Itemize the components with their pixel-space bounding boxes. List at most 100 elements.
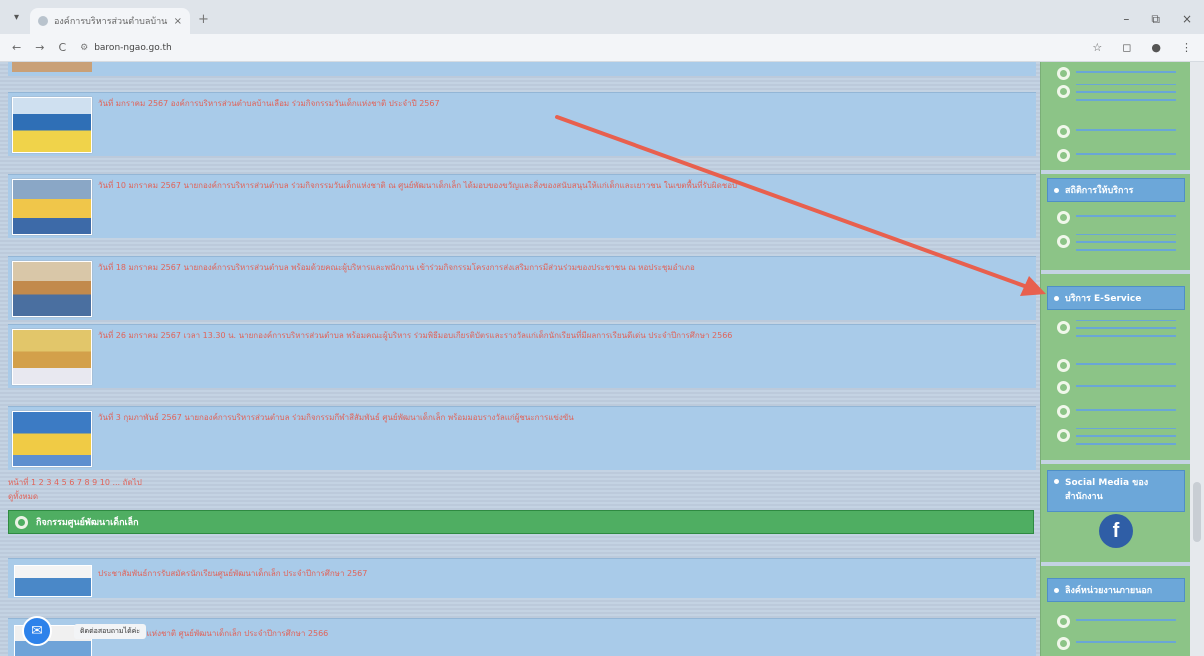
sidebar-header-social: Social Media ของสำนักงาน	[1047, 470, 1185, 512]
bullet-icon	[1054, 587, 1059, 593]
ring-bullet-icon	[1057, 637, 1070, 650]
ring-bullet-icon	[1057, 615, 1070, 628]
sidebar-header-eservice: บริการ E-Service	[1047, 286, 1185, 310]
news-thumbnail[interactable]	[12, 329, 92, 385]
sidebar-link-label	[1076, 320, 1176, 340]
sidebar-header-external-links: ลิงค์หน่วยงานภายนอก	[1047, 578, 1185, 602]
sidebar-link-label	[1076, 428, 1176, 448]
sidebar-divider	[1041, 270, 1191, 274]
view-all-link[interactable]: ดูทั้งหมด	[8, 492, 39, 501]
facebook-icon[interactable]: f	[1099, 514, 1133, 548]
sidebar-link-label	[1076, 124, 1176, 134]
news-row[interactable]: กิจกรรมวันแม่แห่งชาติ ศูนย์พัฒนาเด็กเล็ก…	[8, 618, 1036, 656]
sidebar-header-label: ลิงค์หน่วยงานภายนอก	[1065, 586, 1153, 596]
ring-bullet-icon	[1057, 149, 1070, 162]
sidebar-link-label	[1076, 614, 1176, 624]
window-controls: – ⧉ ×	[1123, 12, 1192, 27]
close-window-icon[interactable]: ×	[1181, 12, 1192, 26]
news-link[interactable]: วันที่ 10 มกราคม 2567 นายกองค์การบริหารส…	[98, 181, 738, 190]
minimize-icon[interactable]: –	[1123, 12, 1130, 26]
ring-bullet-icon	[1057, 321, 1070, 334]
ring-bullet-icon	[1057, 125, 1070, 138]
sidebar-link[interactable]	[1057, 210, 1176, 224]
news-thumbnail[interactable]	[12, 97, 92, 153]
scrollbar-thumb[interactable]	[1193, 482, 1201, 542]
pagination[interactable]: หน้าที่ 1 2 3 4 5 6 7 8 9 10 ... ถัดไป	[8, 478, 142, 487]
news-row-partial	[8, 62, 1036, 76]
sidebar-link[interactable]	[1057, 404, 1176, 418]
new-tab-button[interactable]: +	[198, 12, 209, 27]
sidebar-link-label	[1076, 84, 1176, 104]
news-row[interactable]: วันที่ 10 มกราคม 2567 นายกองค์การบริหารส…	[8, 174, 1036, 238]
sidebar-link[interactable]	[1057, 358, 1176, 372]
url-field[interactable]: ⚙ baron-ngao.go.th	[80, 43, 172, 53]
sidebar-link[interactable]	[1057, 380, 1176, 394]
bullet-icon	[1054, 295, 1059, 301]
reload-button[interactable]: C	[58, 41, 67, 54]
back-button[interactable]: ←	[12, 41, 22, 54]
sidebar-link[interactable]	[1057, 84, 1176, 104]
messenger-chat-icon[interactable]: ✉	[22, 616, 52, 646]
chat-tooltip: ติดต่อสอบถามได้ค่ะ	[74, 624, 147, 639]
news-row[interactable]: ประชาสัมพันธ์การรับสมัครนักเรียนศูนย์พัฒ…	[8, 558, 1036, 598]
ring-bullet-icon	[1057, 381, 1070, 394]
news-thumbnail[interactable]	[12, 62, 92, 72]
bullet-icon	[1054, 187, 1059, 193]
sidebar-header-stats: สถิติการให้บริการ	[1047, 178, 1185, 202]
site-favicon-icon	[38, 16, 48, 26]
sidebar-link[interactable]	[1057, 636, 1176, 650]
sidebar-link[interactable]	[1057, 234, 1176, 254]
news-link[interactable]: วันที่ มกราคม 2567 องค์การบริหารส่วนตำบล…	[98, 99, 440, 108]
news-link[interactable]: วันที่ 26 มกราคม 2567 เวลา 13.30 น. นายก…	[98, 331, 733, 340]
sidebar-link[interactable]	[1057, 614, 1176, 628]
sidebar-link-label	[1076, 636, 1176, 646]
sidebar-link[interactable]	[1057, 320, 1176, 340]
toolbar-icons: ☆ ◻ ● ⋮	[1092, 41, 1192, 54]
sidebar-header-label: Social Media ของสำนักงาน	[1065, 478, 1149, 502]
profile-icon[interactable]: ●	[1151, 41, 1161, 54]
ring-bullet-icon	[1057, 405, 1070, 418]
sidebar-divider	[1041, 170, 1191, 174]
sidebar-header-label: บริการ E-Service	[1065, 294, 1142, 304]
tab-close-icon[interactable]: ×	[173, 15, 182, 27]
news-thumbnail[interactable]	[12, 411, 92, 467]
sidebar-link[interactable]	[1057, 124, 1176, 138]
news-link[interactable]: ประชาสัมพันธ์การรับสมัครนักเรียนศูนย์พัฒ…	[98, 569, 368, 578]
news-row[interactable]: วันที่ มกราคม 2567 องค์การบริหารส่วนตำบล…	[8, 92, 1036, 156]
sidebar-link-label	[1076, 404, 1176, 414]
sidebar-link[interactable]	[1057, 148, 1176, 162]
forward-button[interactable]: →	[35, 41, 45, 54]
ring-bullet-icon	[1057, 359, 1070, 372]
news-thumbnail[interactable]	[12, 261, 92, 317]
news-thumbnail[interactable]	[12, 179, 92, 235]
section-title: กิจกรรมศูนย์พัฒนาเด็กเล็ก	[36, 518, 139, 528]
ring-bullet-icon	[1057, 67, 1070, 80]
tab-list-chevron-icon[interactable]: ▾	[14, 12, 20, 23]
sidebar-link-label	[1076, 66, 1176, 76]
site-info-icon[interactable]: ⚙	[80, 42, 89, 53]
sidebar-link[interactable]	[1057, 66, 1176, 80]
ring-bullet-icon	[15, 515, 28, 529]
restore-icon[interactable]: ⧉	[1151, 12, 1160, 26]
news-row[interactable]: วันที่ 18 มกราคม 2567 นายกองค์การบริหารส…	[8, 256, 1036, 320]
extensions-icon[interactable]: ◻	[1122, 41, 1132, 54]
bullet-icon	[1054, 479, 1059, 484]
news-row[interactable]: วันที่ 26 มกราคม 2567 เวลา 13.30 น. นายก…	[8, 324, 1036, 388]
news-row[interactable]: วันที่ 3 กุมภาพันธ์ 2567 นายกองค์การบริห…	[8, 406, 1036, 470]
sidebar-link[interactable]	[1057, 428, 1176, 448]
browser-tab[interactable]: องค์การบริหารส่วนตำบลบ้านเลือม ×	[30, 8, 190, 34]
ring-bullet-icon	[1057, 211, 1070, 224]
right-sidebar: สถิติการให้บริการ บริการ E-Service	[1040, 62, 1191, 656]
news-link[interactable]: กิจกรรมวันแม่แห่งชาติ ศูนย์พัฒนาเด็กเล็ก…	[98, 629, 329, 638]
news-link[interactable]: วันที่ 18 มกราคม 2567 นายกองค์การบริหารส…	[98, 263, 695, 272]
section-header-child-center: กิจกรรมศูนย์พัฒนาเด็กเล็ก	[8, 510, 1034, 534]
news-thumbnail[interactable]	[14, 565, 92, 597]
scrollbar[interactable]	[1190, 62, 1204, 656]
sidebar-link-label	[1076, 148, 1176, 158]
sidebar-divider	[1041, 562, 1191, 566]
sidebar-link-label	[1076, 380, 1176, 390]
main-column: วันที่ มกราคม 2567 องค์การบริหารส่วนตำบล…	[8, 62, 1036, 656]
bookmark-star-icon[interactable]: ☆	[1092, 41, 1103, 54]
menu-icon[interactable]: ⋮	[1181, 41, 1192, 54]
news-link[interactable]: วันที่ 3 กุมภาพันธ์ 2567 นายกองค์การบริห…	[98, 413, 574, 422]
